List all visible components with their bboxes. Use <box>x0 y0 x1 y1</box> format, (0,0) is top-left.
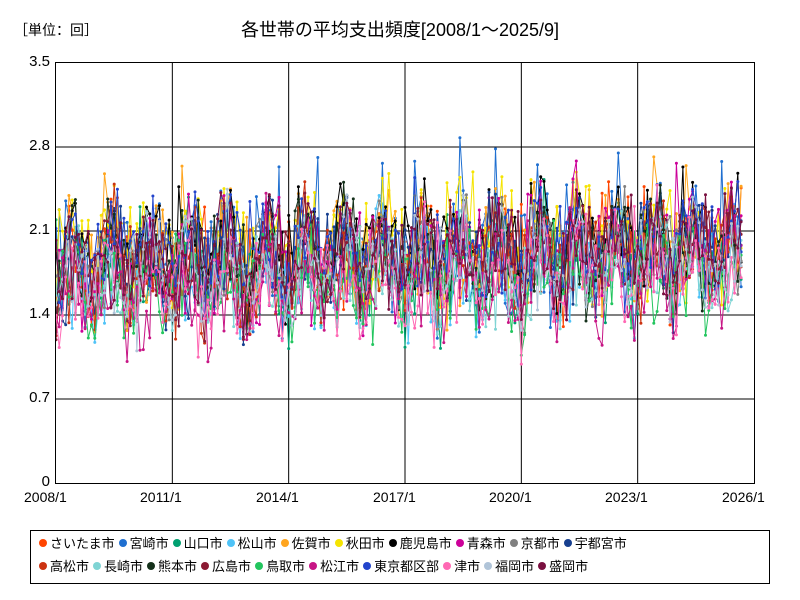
legend-item[interactable]: 青森市 <box>455 533 506 552</box>
legend-label: 広島市 <box>212 559 252 574</box>
legend-label: 秋田市 <box>345 536 385 551</box>
legend-label: 鳥取市 <box>266 559 306 574</box>
legend-row: さいたま市 宮崎市 山口市 松山市 佐賀市 秋田市 鹿児島市 青森市 京都市 宇都宮市 <box>31 531 769 554</box>
legend-marker-icon <box>39 561 47 570</box>
y-tick-label: 2.8 <box>29 137 50 154</box>
x-tick-label: 2008/1 <box>24 489 67 505</box>
legend-item[interactable]: 宮崎市 <box>118 533 169 552</box>
chart-title: 各世帯の平均支出頻度[2008/1～2025/9] <box>240 20 560 40</box>
legend-marker-icon <box>363 561 372 570</box>
legend-label: 宇都宮市 <box>574 536 627 551</box>
legend-item[interactable]: 熊本市 <box>147 556 197 575</box>
legend-item[interactable]: 鹿児島市 <box>388 533 452 552</box>
legend-marker-icon <box>280 538 289 547</box>
x-tick-label: 2020/1 <box>489 489 532 505</box>
legend-marker-icon <box>334 538 343 547</box>
legend-marker-icon <box>93 561 102 570</box>
legend-label: 東京都区部 <box>374 559 440 574</box>
legend-item[interactable]: 福岡市 <box>484 556 534 575</box>
series-markers <box>56 186 743 339</box>
legend-label: 盛岡市 <box>549 559 589 574</box>
legend-item[interactable]: さいたま市 <box>39 533 115 552</box>
legend-row: 高松市 長崎市 熊本市 広島市 鳥取市 松江市 東京都区部 津市 福岡市 盛岡市 <box>31 554 769 577</box>
legend-item[interactable]: 佐賀市 <box>280 533 331 552</box>
legend-label: 鹿児島市 <box>399 536 452 551</box>
legend-label: 松江市 <box>320 559 360 574</box>
series-markers <box>56 183 743 366</box>
x-tick-label: 2011/1 <box>140 489 182 505</box>
legend-label: 熊本市 <box>158 559 198 574</box>
legend-marker-icon <box>538 561 547 570</box>
legend-item[interactable]: 松山市 <box>226 533 277 552</box>
legend-marker-icon <box>226 538 235 547</box>
x-tick-label: 2017/1 <box>373 489 416 505</box>
legend-marker-icon <box>455 538 464 547</box>
legend-item[interactable]: 鳥取市 <box>255 556 305 575</box>
legend-item[interactable]: 広島市 <box>201 556 251 575</box>
legend: さいたま市 宮崎市 山口市 松山市 佐賀市 秋田市 鹿児島市 青森市 京都市 宇都宮市 高松市 長崎… <box>30 530 770 584</box>
y-tick-label: 0 <box>41 473 50 490</box>
legend-marker-icon <box>147 561 156 570</box>
unit-label: ［単位：回］ <box>14 22 98 38</box>
legend-marker-icon <box>309 561 318 570</box>
legend-label: 宮崎市 <box>129 536 169 551</box>
series-markers <box>56 192 743 339</box>
legend-item[interactable]: 山口市 <box>172 533 223 552</box>
legend-label: 福岡市 <box>495 559 535 574</box>
legend-marker-icon <box>172 538 181 547</box>
legend-item[interactable]: 京都市 <box>509 533 560 552</box>
legend-marker-icon <box>443 561 452 570</box>
legend-marker-icon <box>255 561 264 570</box>
y-tick-label: 1.4 <box>29 305 50 322</box>
legend-marker-icon <box>484 561 493 570</box>
legend-label: 山口市 <box>183 536 223 551</box>
series-canvas <box>56 63 754 483</box>
legend-marker-icon <box>509 538 518 547</box>
legend-label: 津市 <box>454 559 481 574</box>
x-tick-label: 2014/1 <box>256 489 299 505</box>
x-tick-label: 2026/1 <box>722 489 765 505</box>
y-tick-label: 2.1 <box>29 221 50 238</box>
plot-area <box>55 62 755 484</box>
legend-label: 長崎市 <box>104 559 144 574</box>
legend-item[interactable]: 津市 <box>443 556 480 575</box>
legend-item[interactable]: 高松市 <box>39 556 89 575</box>
legend-item[interactable]: 盛岡市 <box>538 556 588 575</box>
legend-label: 高松市 <box>50 559 90 574</box>
legend-item[interactable]: 東京都区部 <box>363 556 439 575</box>
legend-marker-icon <box>118 538 127 547</box>
legend-marker-icon <box>563 538 572 547</box>
legend-label: 佐賀市 <box>291 536 331 551</box>
legend-item[interactable]: 宇都宮市 <box>563 533 627 552</box>
y-tick-label: 3.5 <box>29 53 50 70</box>
legend-item[interactable]: 長崎市 <box>93 556 143 575</box>
legend-item[interactable]: 松江市 <box>309 556 359 575</box>
legend-label: 青森市 <box>466 536 506 551</box>
legend-label: さいたま市 <box>50 536 115 551</box>
legend-marker-icon <box>388 538 397 547</box>
x-tick-label: 2023/1 <box>605 489 648 505</box>
legend-marker-icon <box>39 538 47 547</box>
legend-item[interactable]: 秋田市 <box>334 533 385 552</box>
legend-marker-icon <box>201 561 210 570</box>
legend-label: 松山市 <box>237 536 277 551</box>
legend-label: 京都市 <box>520 536 560 551</box>
y-tick-label: 0.7 <box>29 389 50 406</box>
